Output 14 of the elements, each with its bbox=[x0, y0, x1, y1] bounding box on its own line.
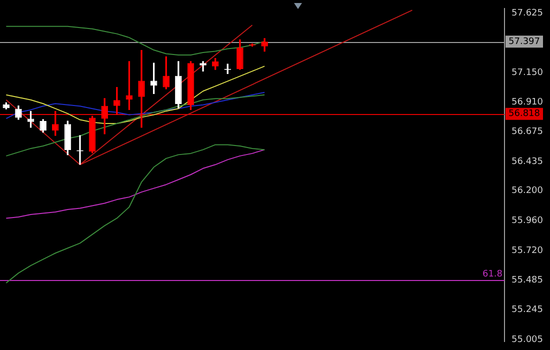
y-tick-label: 55.485 bbox=[512, 275, 544, 286]
annotation: 61.8 bbox=[482, 269, 503, 280]
ref-line-label: 57.397 bbox=[508, 37, 540, 48]
y-tick-label: 55.245 bbox=[512, 305, 544, 316]
y-tick-label: 55.960 bbox=[512, 216, 544, 226]
y-tick-label: 56.910 bbox=[512, 98, 544, 108]
y-tick-label: 57.150 bbox=[512, 68, 544, 78]
y-tick-label: 55.720 bbox=[512, 246, 544, 256]
y-tick-label: 56.675 bbox=[512, 126, 544, 137]
y-tick-label: 57.625 bbox=[512, 8, 544, 19]
y-tick-label: 55.005 bbox=[512, 335, 544, 346]
y-tick-label: 56.200 bbox=[512, 186, 544, 196]
ref-line-label: 56.818 bbox=[508, 109, 540, 120]
y-tick-label: 56.435 bbox=[512, 156, 544, 167]
